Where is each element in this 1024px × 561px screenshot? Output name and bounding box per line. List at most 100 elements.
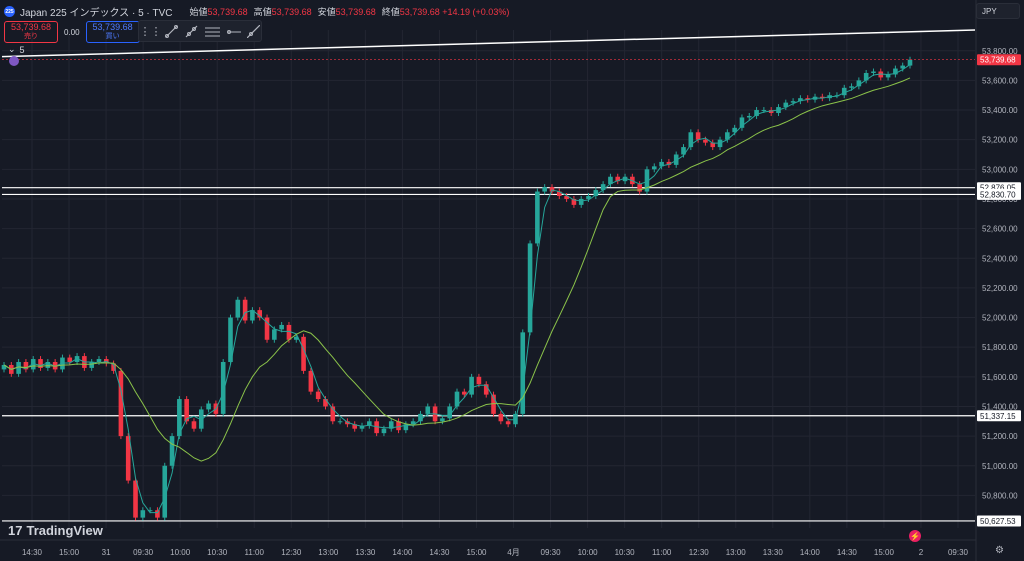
candle bbox=[403, 424, 409, 431]
drawing-toolbar: ⋮⋮ bbox=[138, 20, 262, 42]
candle bbox=[257, 310, 263, 318]
x-tick-label: 13:00 bbox=[318, 548, 339, 557]
lightning-icon[interactable]: ⚡ bbox=[909, 530, 921, 542]
y-tick-label: 52,000.00 bbox=[982, 314, 1018, 323]
ma-fast-line bbox=[3, 64, 911, 514]
trade-panel: 53,739.68 売り 0.00 53,739.68 買い bbox=[4, 21, 140, 43]
x-tick-label: 10:00 bbox=[578, 548, 599, 557]
candle bbox=[272, 329, 277, 340]
parallel-channel-icon[interactable] bbox=[204, 24, 220, 39]
x-tick-label: 15:00 bbox=[874, 548, 895, 557]
candle bbox=[476, 376, 482, 385]
low-value: 53,739.68 bbox=[335, 7, 376, 17]
candle bbox=[133, 480, 138, 518]
candle bbox=[388, 421, 394, 429]
candle bbox=[900, 65, 905, 69]
x-tick-label: 14:30 bbox=[429, 548, 450, 557]
candle bbox=[111, 363, 116, 371]
candle bbox=[30, 359, 36, 370]
candle bbox=[885, 74, 891, 78]
candle bbox=[228, 317, 233, 362]
candle bbox=[673, 154, 679, 165]
y-tick-label: 51,400.00 bbox=[982, 402, 1018, 411]
symbol-title[interactable]: Japan 225 インデックス · 5 · TVC bbox=[20, 8, 173, 19]
candle bbox=[206, 403, 211, 410]
candle bbox=[169, 436, 175, 466]
candle bbox=[337, 421, 343, 423]
x-tick-label: 15:00 bbox=[466, 548, 487, 557]
high-value: 53,739.68 bbox=[271, 7, 312, 17]
trend-line bbox=[1, 29, 976, 58]
candle bbox=[469, 376, 474, 395]
gear-icon[interactable]: ⚙ bbox=[995, 545, 1004, 556]
candle bbox=[220, 362, 226, 414]
candle bbox=[367, 421, 372, 426]
sell-button[interactable]: 53,739.68 売り bbox=[4, 21, 58, 43]
candle bbox=[798, 98, 803, 102]
candle bbox=[264, 317, 270, 340]
candle bbox=[535, 191, 540, 244]
y-tick-label: 51,000.00 bbox=[982, 462, 1018, 471]
y-tick-label: 52,600.00 bbox=[982, 225, 1018, 234]
x-tick-label: 14:00 bbox=[392, 548, 413, 557]
buy-price: 53,739.68 bbox=[92, 22, 133, 32]
candle bbox=[586, 196, 591, 199]
candle bbox=[381, 428, 387, 434]
candle bbox=[593, 190, 599, 196]
buy-button[interactable]: 53,739.68 買い bbox=[85, 21, 140, 43]
candle bbox=[462, 391, 467, 395]
candle bbox=[359, 425, 365, 429]
candle bbox=[447, 406, 452, 419]
candle bbox=[425, 406, 431, 414]
candle bbox=[235, 299, 241, 318]
y-tick-label: 51,600.00 bbox=[982, 373, 1018, 382]
candle bbox=[125, 436, 131, 481]
y-tick-label: 51,200.00 bbox=[982, 432, 1018, 441]
candle bbox=[637, 184, 642, 192]
last-price-label: 53,739.68 bbox=[980, 56, 1016, 65]
x-tick-label: 09:30 bbox=[133, 548, 154, 557]
currency-selector[interactable]: JPY bbox=[976, 3, 1020, 19]
candle bbox=[746, 115, 752, 118]
candle bbox=[45, 362, 51, 368]
candle bbox=[732, 127, 737, 133]
ohlc-readout: 始値53,739.68 高値53,739.68 安値53,739.68 終値53… bbox=[190, 5, 510, 18]
horizontal-line-label: 52,830.70 bbox=[980, 190, 1016, 199]
candle bbox=[695, 132, 701, 140]
x-tick-label: 10:30 bbox=[615, 548, 636, 557]
candle bbox=[483, 384, 489, 395]
candle bbox=[184, 399, 189, 422]
x-tick-label: 14:30 bbox=[837, 548, 858, 557]
candle bbox=[600, 184, 606, 191]
symbol-header[interactable]: 225 Japan 225 インデックス · 5 · TVC 始値53,739.… bbox=[4, 4, 509, 19]
candle bbox=[315, 391, 321, 400]
candle bbox=[330, 406, 336, 422]
x-tick-label: 09:30 bbox=[948, 548, 969, 557]
x-tick-label: 31 bbox=[102, 548, 111, 557]
indicator-globe-icon[interactable] bbox=[9, 56, 19, 66]
candle bbox=[118, 370, 124, 437]
candle bbox=[89, 362, 94, 368]
close-value: 53,739.68 +14.19 (+0.03%) bbox=[399, 7, 510, 17]
candle bbox=[440, 418, 445, 422]
candle bbox=[820, 96, 825, 99]
candle bbox=[418, 413, 423, 422]
trend-line-icon[interactable] bbox=[164, 24, 178, 39]
candle bbox=[96, 359, 102, 362]
drag-handle-icon[interactable]: ⋮⋮ bbox=[139, 25, 162, 38]
x-tick-label: 4月 bbox=[507, 548, 519, 557]
candle bbox=[147, 510, 153, 512]
buy-label: 買い bbox=[105, 33, 120, 40]
candle bbox=[856, 80, 862, 87]
horizontal-ray-icon[interactable] bbox=[226, 24, 241, 39]
candle bbox=[23, 362, 29, 370]
interval-selector[interactable]: ⌄ 5 bbox=[8, 44, 25, 55]
extended-line-icon[interactable] bbox=[247, 24, 261, 39]
y-tick-label: 53,800.00 bbox=[982, 47, 1018, 56]
candle bbox=[1, 364, 7, 370]
sell-price: 53,739.68 bbox=[10, 22, 52, 32]
ray-line-icon[interactable] bbox=[184, 24, 198, 39]
candle bbox=[710, 142, 716, 148]
candle bbox=[651, 166, 657, 170]
